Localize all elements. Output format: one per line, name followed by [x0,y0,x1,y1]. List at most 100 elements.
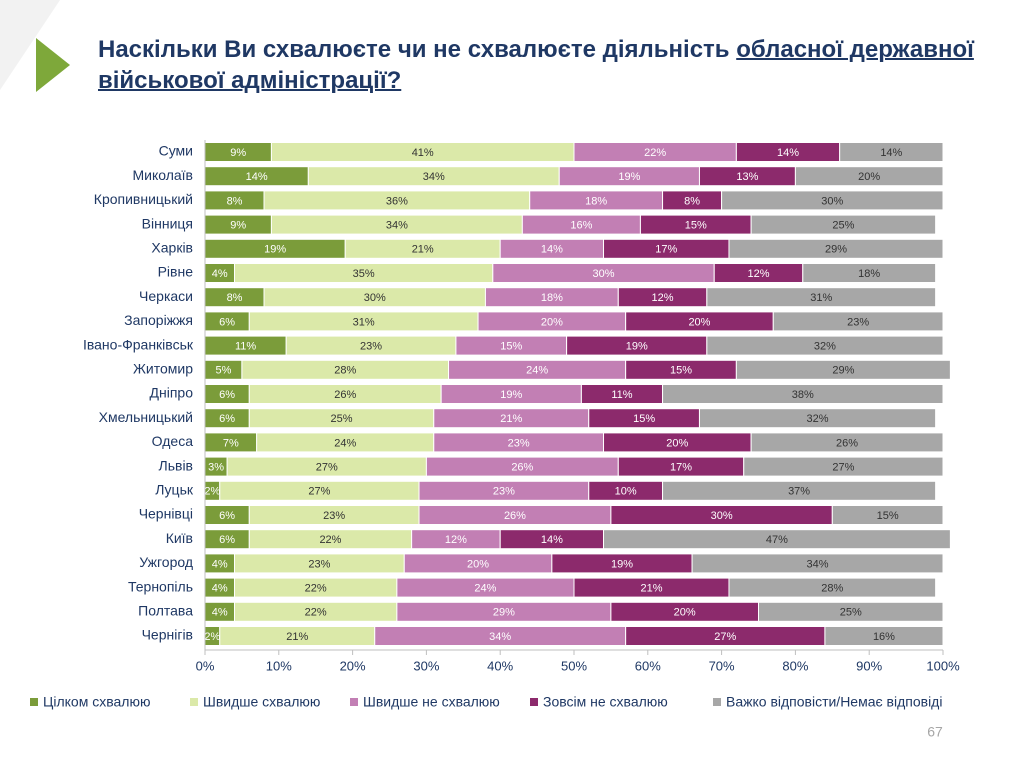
y-tick-label: Тернопіль [128,578,193,594]
y-tick-label: Полтава [138,603,193,619]
data-label: 28% [334,365,356,377]
bar-segment [735,359,951,380]
bar-segment [728,238,944,259]
y-tick-label: Суми [159,143,193,159]
x-tick-label: 80% [782,658,808,673]
data-label: 19% [264,244,286,256]
x-tick-label: 50% [561,658,587,673]
data-label: 24% [526,365,548,377]
data-label: 4% [212,268,228,280]
bar-segment [728,577,937,598]
y-tick-label: Чернівці [139,506,193,522]
decor [0,0,60,90]
data-label: 38% [792,389,814,401]
x-tick-label: 100% [926,658,960,673]
data-label: 35% [353,268,375,280]
data-label: 18% [585,195,607,207]
data-label: 16% [873,631,895,643]
data-label: 20% [541,316,563,328]
data-label: 19% [500,389,522,401]
x-tick-label: 60% [635,658,661,673]
data-label: 19% [626,341,648,353]
data-label: 4% [212,607,228,619]
y-tick-label: Хмельницький [99,409,193,425]
legend-swatch [190,698,198,706]
data-label: 18% [858,268,880,280]
bar-segment [758,601,944,622]
data-label: 12% [747,268,769,280]
legend-swatch [350,698,358,706]
bar-segment [831,505,944,525]
data-label: 14% [541,244,563,256]
bar-segment [839,142,944,162]
data-label: 8% [227,195,243,207]
data-label: 20% [688,316,710,328]
data-label: 15% [670,365,692,377]
data-label: 30% [821,195,843,207]
y-tick-label: Чернігів [142,627,193,643]
data-label: 21% [286,631,308,643]
y-tick-label: Черкаси [139,288,193,304]
data-label: 28% [821,583,843,595]
chart-title: Наскільки Ви схвалюєте чи не схвалюєте д… [98,34,978,96]
legend-label: Швидше схвалюю [203,694,320,710]
legend-label: Важко відповісти/Немає відповіді [726,694,942,710]
data-label: 30% [711,510,733,522]
data-label: 41% [412,147,434,159]
data-label: 32% [807,413,829,425]
bar-segment [802,263,937,283]
data-label: 21% [500,413,522,425]
data-label: 14% [541,534,563,546]
data-label: 20% [858,171,880,183]
data-label: 26% [504,510,526,522]
data-label: 23% [847,316,869,328]
data-label: 34% [386,220,408,232]
data-label: 10% [615,486,637,498]
data-label: 12% [652,292,674,304]
data-label: 5% [215,365,231,377]
data-label: 47% [766,534,788,546]
data-label: 8% [227,292,243,304]
y-tick-label: Одеса [152,433,194,449]
bar-segment [750,432,944,453]
data-label: 9% [230,220,246,232]
y-tick-label: Івано-Франківськ [83,336,194,352]
data-label: 15% [500,341,522,353]
data-label: 15% [877,510,899,522]
data-label: 26% [334,389,356,401]
page-number: 67 [927,724,943,740]
x-tick-label: 20% [340,658,366,673]
data-label: 37% [788,486,810,498]
data-label: 27% [308,486,330,498]
data-label: 29% [832,365,854,377]
bar-segment [698,408,937,429]
data-label: 16% [570,220,592,232]
data-label: 11% [611,389,632,401]
data-label: 21% [412,244,434,256]
data-label: 24% [334,437,356,449]
data-label: 30% [364,292,386,304]
decor-triangle [36,38,70,92]
y-tick-label: Харків [151,240,193,256]
data-label: 26% [836,437,858,449]
data-label: 11% [235,341,256,353]
data-label: 13% [736,171,758,183]
x-tick-label: 40% [487,658,513,673]
data-label: 22% [319,534,341,546]
data-label: 25% [832,220,854,232]
data-label: 27% [714,631,736,643]
data-label: 20% [666,437,688,449]
data-label: 25% [840,607,862,619]
data-label: 12% [445,534,467,546]
y-tick-label: Житомир [133,361,193,377]
data-label: 23% [493,486,515,498]
data-label: 6% [219,316,235,328]
data-label: 29% [825,244,847,256]
y-tick-label: Рівне [158,264,194,280]
data-label: 23% [508,437,530,449]
bar-segment [721,190,944,211]
legend-swatch [530,698,538,706]
data-label: 36% [386,195,408,207]
x-tick-label: 30% [413,658,439,673]
